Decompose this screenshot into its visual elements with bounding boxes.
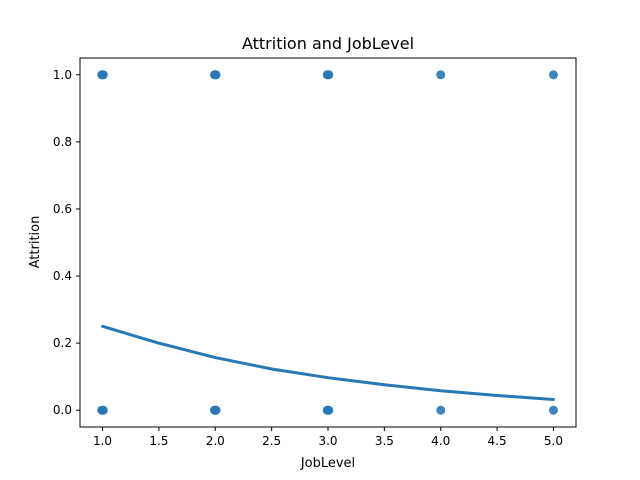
x-axis: 1.0 1.5 2.0 2.5 3.0 3.5 4.0 4.5 5.0 [93,427,563,448]
x-tick-label: 4.0 [431,434,450,448]
data-point [548,70,558,80]
plot-frame [79,57,577,428]
x-tick-label: 1.5 [149,434,168,448]
x-tick-label: 3.5 [375,434,394,448]
y-axis: 0.0 0.2 0.4 0.6 0.8 1.0 [53,68,80,417]
data-point [436,70,446,80]
chart-title: Attrition and JobLevel [242,34,414,53]
y-tick-label: 0.2 [53,336,72,350]
x-tick-label: 5.0 [544,434,563,448]
y-tick-label: 0.8 [53,135,72,149]
data-point [548,405,558,415]
x-tick-label: 2.0 [206,434,225,448]
y-tick-label: 0.0 [53,403,72,417]
x-tick-label: 2.5 [262,434,281,448]
plot-area [97,70,558,415]
y-tick-label: 1.0 [53,68,72,82]
data-point-overlap [98,70,108,80]
data-point-overlap [324,405,334,415]
data-point-overlap [324,70,334,80]
x-axis-label: JobLevel [300,456,355,471]
y-tick-label: 0.6 [53,202,72,216]
fit-curve [101,324,555,401]
data-point-overlap [211,70,221,80]
data-point [436,405,446,415]
data-point-overlap [211,405,221,415]
x-tick-label: 1.0 [93,434,112,448]
x-tick-label: 3.0 [318,434,337,448]
y-axis-label: Attrition [28,216,43,269]
x-tick-label: 4.5 [488,434,507,448]
data-point-overlap [98,405,108,415]
y-tick-label: 0.4 [53,269,72,283]
